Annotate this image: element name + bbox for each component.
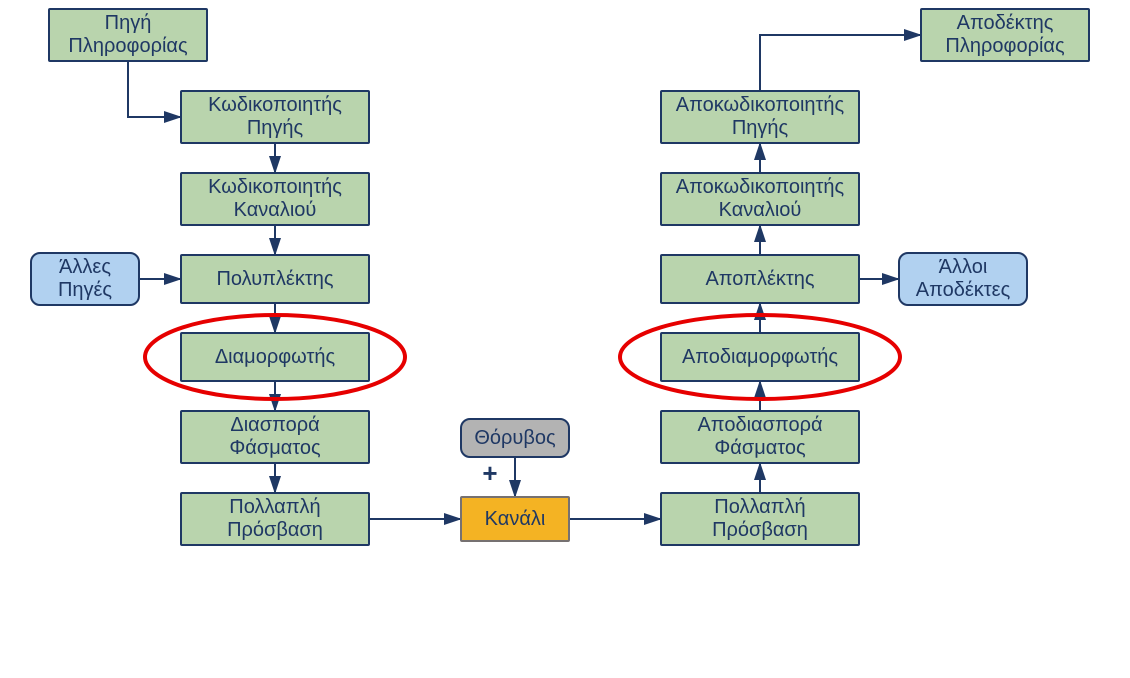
flow-node-ch-enc: ΚωδικοποιητήςΚαναλιού xyxy=(180,172,370,226)
flow-node-ma-tx: ΠολλαπλήΠρόσβαση xyxy=(180,492,370,546)
flow-node-label: Κανάλι xyxy=(485,508,546,531)
flowchart-canvas: ΠηγήΠληροφορίας ΚωδικοποιητήςΠηγής Κωδικοπ… xyxy=(0,0,1130,678)
flow-node-spread: ΔιασποράΦάσματος xyxy=(180,410,370,464)
flow-node-sink: ΑποδέκτηςΠληροφορίας xyxy=(920,8,1090,62)
flow-node-label: ΠολλαπλήΠρόσβαση xyxy=(227,496,323,542)
flow-node-label: ΑποκωδικοποιητήςΠηγής xyxy=(676,94,844,140)
flow-node-ma-rx: ΠολλαπλήΠρόσβαση xyxy=(660,492,860,546)
flow-node-ch-dec: ΑποκωδικοποιητήςΚαναλιού xyxy=(660,172,860,226)
flow-node-src-dec: ΑποκωδικοποιητήςΠηγής xyxy=(660,90,860,144)
flow-edge xyxy=(760,35,920,90)
flow-node-label: ΠηγήΠληροφορίας xyxy=(68,12,187,58)
flowchart-overlay xyxy=(0,0,1130,678)
flow-node-label: ΚωδικοποιητήςΠηγής xyxy=(208,94,342,140)
flow-node-label: ΔιασποράΦάσματος xyxy=(229,414,320,460)
flow-node-mod: Διαμορφωτής xyxy=(180,332,370,382)
flow-node-label: Διαμορφωτής xyxy=(215,346,335,369)
flow-node-noise: Θόρυβος xyxy=(460,418,570,458)
flow-node-other-src: ΆλλεςΠηγές xyxy=(30,252,140,306)
flow-node-label: Αποδιαμορφωτής xyxy=(682,346,838,369)
flow-node-label: Αποπλέκτης xyxy=(705,268,814,291)
flow-node-label: Πολυπλέκτης xyxy=(216,268,333,291)
flow-node-src-enc: ΚωδικοποιητήςΠηγής xyxy=(180,90,370,144)
flow-node-label: + xyxy=(482,459,497,489)
flow-node-plus: + xyxy=(478,462,502,486)
flow-node-despread: ΑποδιασποράΦάσματος xyxy=(660,410,860,464)
flow-node-label: ΆλλεςΠηγές xyxy=(58,256,112,302)
flow-node-other-sink: ΆλλοιΑποδέκτες xyxy=(898,252,1028,306)
flow-node-mux: Πολυπλέκτης xyxy=(180,254,370,304)
flow-node-label: ΠολλαπλήΠρόσβαση xyxy=(712,496,808,542)
flow-node-demux: Αποπλέκτης xyxy=(660,254,860,304)
flow-node-demod: Αποδιαμορφωτής xyxy=(660,332,860,382)
flow-node-label: ΑποδέκτηςΠληροφορίας xyxy=(945,12,1064,58)
flow-edge xyxy=(128,62,180,117)
flow-node-label: ΑποκωδικοποιητήςΚαναλιού xyxy=(676,176,844,222)
flow-node-label: ΆλλοιΑποδέκτες xyxy=(916,256,1010,302)
flow-node-source: ΠηγήΠληροφορίας xyxy=(48,8,208,62)
flow-node-label: ΚωδικοποιητήςΚαναλιού xyxy=(208,176,342,222)
flow-node-channel: Κανάλι xyxy=(460,496,570,542)
flow-node-label: Θόρυβος xyxy=(474,427,555,450)
flow-node-label: ΑποδιασποράΦάσματος xyxy=(697,414,822,460)
